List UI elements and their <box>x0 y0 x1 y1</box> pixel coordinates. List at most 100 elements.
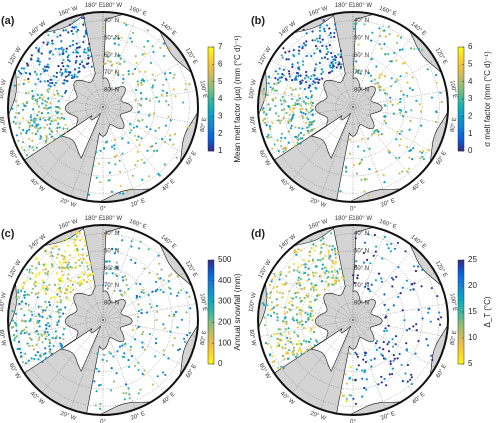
station-point <box>37 127 40 130</box>
station-point <box>384 327 387 330</box>
station-point <box>311 30 314 33</box>
station-point <box>108 260 111 263</box>
station-point <box>95 390 98 393</box>
longitude-line <box>102 90 197 108</box>
station-point <box>123 291 126 294</box>
station-point <box>284 148 287 152</box>
station-point <box>378 76 381 80</box>
station-point <box>399 111 402 115</box>
station-point <box>436 295 439 298</box>
station-point <box>83 35 86 38</box>
station-point <box>323 27 326 30</box>
station-point <box>265 304 268 307</box>
longitude-line <box>320 106 354 197</box>
station-point <box>60 270 64 273</box>
station-point <box>159 277 162 280</box>
longitude-line <box>102 106 165 180</box>
station-point <box>81 261 84 264</box>
station-point <box>153 79 157 82</box>
colorbar-segment <box>208 73 214 76</box>
station-point <box>370 283 373 286</box>
station-point <box>412 325 415 328</box>
station-point <box>406 380 409 383</box>
station-point <box>180 318 183 321</box>
station-point <box>113 138 116 142</box>
station-point <box>11 325 15 329</box>
longitude-line <box>352 272 436 321</box>
station-point <box>159 46 162 50</box>
station-point <box>45 65 48 68</box>
station-point <box>52 53 55 56</box>
station-point <box>267 133 270 136</box>
colorbar-segment <box>458 127 464 131</box>
station-point <box>154 342 158 345</box>
station-point <box>36 130 39 133</box>
station-point <box>331 55 334 59</box>
station-point <box>135 125 139 128</box>
latitude-label: 70° N <box>354 70 369 76</box>
station-point <box>127 358 130 362</box>
station-point <box>307 126 310 129</box>
station-point <box>360 158 363 161</box>
station-point <box>310 306 313 309</box>
station-point <box>326 57 329 61</box>
station-point <box>363 190 366 193</box>
station-point <box>383 303 386 306</box>
station-point <box>36 319 39 322</box>
station-point <box>134 338 137 341</box>
station-point <box>58 126 61 129</box>
station-point <box>331 270 334 273</box>
station-point <box>113 289 116 292</box>
station-point <box>145 97 148 100</box>
station-point <box>305 294 308 297</box>
station-point <box>306 348 309 351</box>
station-point <box>135 294 138 297</box>
latitude-label: 40° N <box>104 18 119 24</box>
station-point <box>169 138 172 141</box>
colorbar-segment <box>458 361 464 365</box>
station-point <box>295 75 298 78</box>
station-point <box>439 91 442 94</box>
station-point <box>365 352 368 355</box>
station-point <box>329 71 332 74</box>
station-point <box>49 122 52 125</box>
station-point <box>83 273 86 276</box>
station-point <box>148 303 151 306</box>
station-point <box>165 91 168 94</box>
station-point <box>292 262 295 265</box>
station-point <box>327 270 330 274</box>
longitude-line <box>102 319 197 337</box>
longitude-label: 60° E <box>436 150 449 166</box>
station-point <box>34 70 37 73</box>
station-point <box>298 68 301 71</box>
station-point <box>39 355 42 358</box>
latitude-label: 50° N <box>354 248 369 254</box>
station-point <box>63 255 66 259</box>
station-point <box>53 93 56 97</box>
station-point <box>323 288 326 291</box>
station-point <box>321 44 324 48</box>
station-point <box>331 248 334 251</box>
station-point <box>313 344 316 347</box>
station-point <box>291 304 294 307</box>
station-point <box>334 262 337 265</box>
station-point <box>334 256 337 259</box>
station-point <box>13 321 16 324</box>
station-point <box>90 55 93 58</box>
station-point <box>54 110 57 113</box>
colorbar-segment <box>208 83 214 87</box>
colorbar-segment <box>208 119 214 123</box>
station-point <box>157 254 160 257</box>
station-point <box>295 253 298 256</box>
station-point <box>46 273 49 276</box>
station-point <box>331 245 334 248</box>
station-point <box>75 232 79 235</box>
station-point <box>307 267 310 270</box>
station-point <box>271 121 274 124</box>
station-point <box>299 131 302 135</box>
station-point <box>36 351 40 354</box>
colorbar-segment <box>458 60 464 63</box>
station-point <box>317 81 320 84</box>
station-point <box>294 126 297 129</box>
station-point <box>376 340 379 343</box>
